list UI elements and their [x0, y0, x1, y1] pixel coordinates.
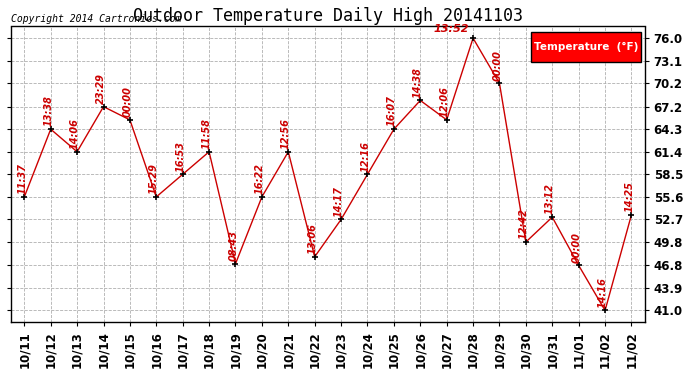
- Text: 15:29: 15:29: [149, 163, 159, 194]
- Text: 00:00: 00:00: [571, 232, 582, 262]
- Text: 13:12: 13:12: [545, 183, 555, 214]
- Text: 12:16: 12:16: [360, 141, 371, 171]
- Text: 12:06: 12:06: [440, 86, 449, 117]
- FancyBboxPatch shape: [531, 32, 642, 62]
- Text: 14:25: 14:25: [624, 181, 634, 212]
- Text: Temperature  (°F): Temperature (°F): [534, 42, 638, 52]
- Text: 08:43: 08:43: [228, 230, 238, 261]
- Text: 13:06: 13:06: [308, 223, 317, 254]
- Text: 23:29: 23:29: [97, 73, 106, 104]
- Text: 14:38: 14:38: [413, 67, 423, 98]
- Text: 00:00: 00:00: [123, 86, 132, 117]
- Text: 13:38: 13:38: [43, 96, 54, 126]
- Text: 16:22: 16:22: [255, 163, 265, 194]
- Text: 14:06: 14:06: [70, 118, 80, 149]
- Text: 16:53: 16:53: [175, 141, 186, 171]
- Text: 13:52: 13:52: [433, 24, 469, 34]
- Title: Outdoor Temperature Daily High 20141103: Outdoor Temperature Daily High 20141103: [133, 7, 523, 25]
- Text: 11:58: 11:58: [202, 118, 212, 149]
- Text: 12:42: 12:42: [519, 209, 529, 239]
- Text: 16:07: 16:07: [386, 96, 397, 126]
- Text: 14:17: 14:17: [334, 186, 344, 217]
- Text: 11:37: 11:37: [17, 163, 27, 194]
- Text: 14:16: 14:16: [598, 277, 608, 308]
- Text: 12:56: 12:56: [281, 118, 291, 149]
- Text: Copyright 2014 Cartronics.com: Copyright 2014 Cartronics.com: [11, 13, 181, 24]
- Text: 00:00: 00:00: [492, 50, 502, 81]
